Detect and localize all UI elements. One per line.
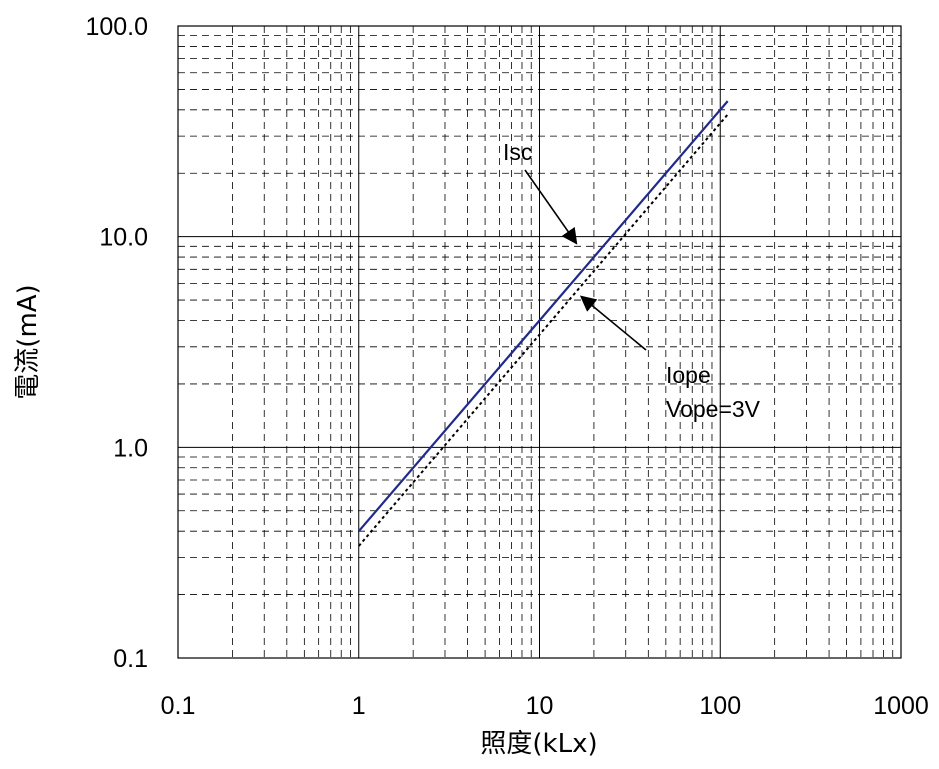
y-tick-labels: 100.0 10.0 1.0 0.1 [85, 13, 148, 673]
major-gridlines [178, 26, 901, 658]
y-tick-label: 10.0 [99, 224, 148, 252]
annotation-label-vope: Vope=3V [666, 396, 761, 422]
x-tick-labels: 0.1 1 10 100 1000 [161, 692, 929, 720]
y-axis-title: 電流(mA) [13, 284, 43, 399]
annotation-label-isc: Isc [503, 139, 532, 165]
x-tick-label: 0.1 [161, 692, 196, 720]
x-tick-label: 1000 [873, 692, 929, 720]
plot-area-frame [177, 25, 902, 659]
annotation-label-iope: Iope [666, 362, 711, 388]
annotations: Isc Iope Vope=3V [503, 139, 761, 422]
x-axis-title: 照度(kLx) [480, 729, 597, 759]
series-line-iope [358, 113, 729, 547]
x-tick-label: 10 [526, 692, 554, 720]
y-tick-label: 1.0 [113, 434, 148, 462]
x-tick-label: 100 [699, 692, 741, 720]
annotation-arrow-iope [579, 295, 647, 351]
y-tick-label: 100.0 [85, 13, 148, 41]
series-layer [357, 100, 729, 547]
annotation-arrow-isc [524, 169, 578, 245]
series-line-isc [357, 100, 729, 532]
y-tick-label: 0.1 [113, 645, 148, 673]
x-tick-label: 1 [352, 692, 366, 720]
